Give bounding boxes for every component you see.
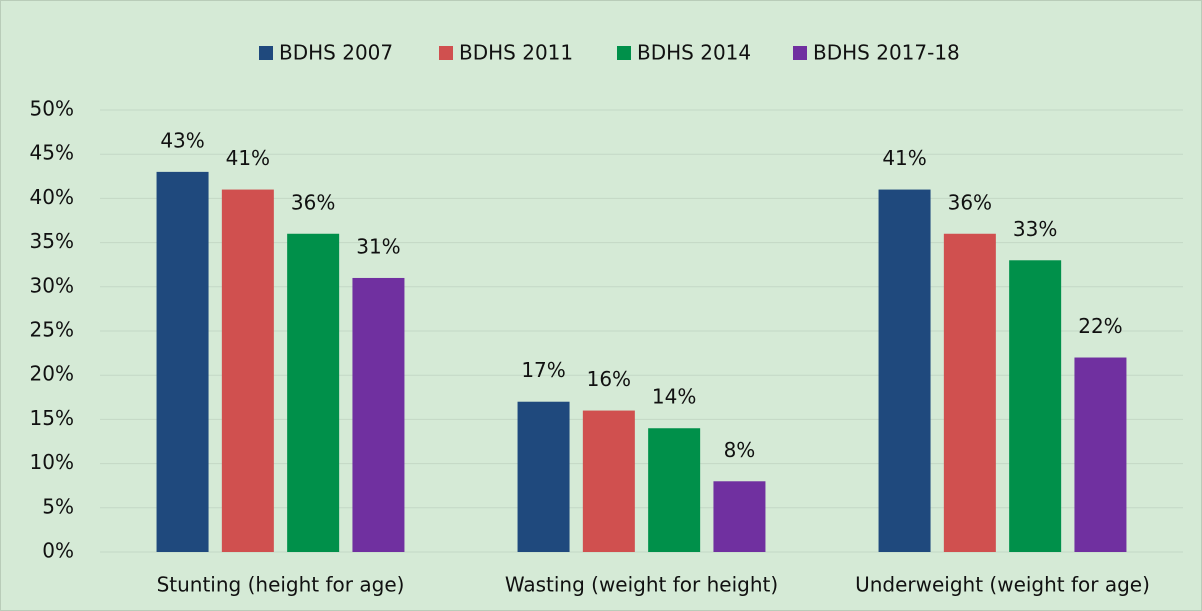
bar xyxy=(713,481,766,552)
y-tick-label: 35% xyxy=(30,229,74,253)
value-label: 16% xyxy=(587,367,631,391)
x-tick-label: Wasting (weight for height) xyxy=(505,573,778,597)
y-tick-label: 45% xyxy=(30,141,74,165)
y-tick-label: 20% xyxy=(30,362,74,386)
value-label: 33% xyxy=(1013,217,1057,241)
bar xyxy=(1009,260,1062,552)
value-label: 43% xyxy=(160,128,204,152)
value-label: 41% xyxy=(226,146,270,170)
bar xyxy=(648,428,701,552)
bar xyxy=(1074,357,1127,552)
y-tick-label: 0% xyxy=(42,539,74,563)
value-label: 17% xyxy=(521,358,565,382)
value-label: 36% xyxy=(291,190,335,214)
bar xyxy=(582,410,635,552)
bar xyxy=(287,233,340,552)
value-label: 14% xyxy=(652,385,696,409)
legend-swatch xyxy=(793,46,807,60)
bar xyxy=(517,401,570,552)
legend-label: BDHS 2007 xyxy=(279,41,393,65)
legend-label: BDHS 2011 xyxy=(459,41,573,65)
legend-swatch xyxy=(439,46,453,60)
bar xyxy=(352,277,405,552)
y-tick-label: 5% xyxy=(42,494,74,518)
y-tick-label: 10% xyxy=(30,450,74,474)
value-label: 22% xyxy=(1078,314,1122,338)
legend-label: BDHS 2017-18 xyxy=(813,41,960,65)
y-tick-label: 15% xyxy=(30,406,74,430)
y-tick-label: 25% xyxy=(30,318,74,342)
x-tick-label: Underweight (weight for age) xyxy=(855,573,1150,597)
bar xyxy=(878,189,931,552)
value-label: 31% xyxy=(356,234,400,258)
y-tick-label: 50% xyxy=(30,97,74,121)
y-tick-label: 30% xyxy=(30,273,74,297)
y-tick-label: 40% xyxy=(30,185,74,209)
x-tick-label: Stunting (height for age) xyxy=(157,573,405,597)
legend-label: BDHS 2014 xyxy=(637,41,751,65)
legend-swatch xyxy=(617,46,631,60)
value-label: 41% xyxy=(882,146,926,170)
bar xyxy=(943,233,996,552)
bar xyxy=(221,189,274,552)
legend-swatch xyxy=(259,46,273,60)
bar xyxy=(156,171,209,552)
value-label: 36% xyxy=(948,190,992,214)
value-label: 8% xyxy=(724,438,756,462)
